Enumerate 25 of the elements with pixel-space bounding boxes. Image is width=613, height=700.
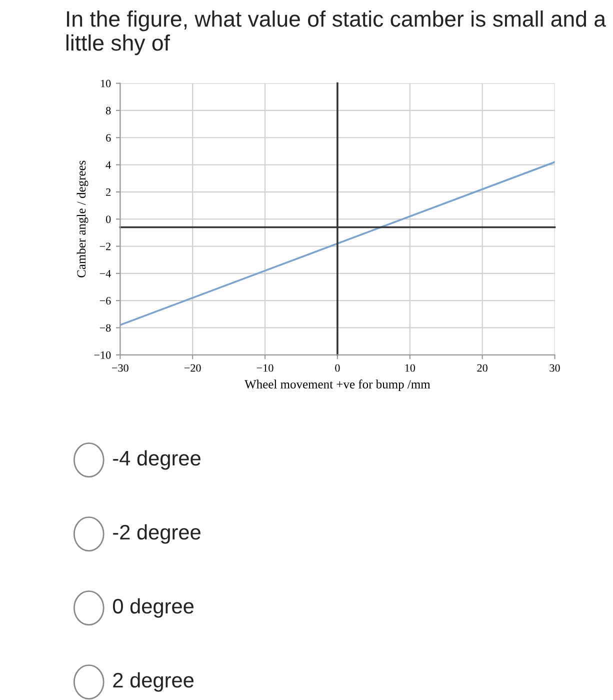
x-tick-label: −30	[112, 364, 128, 372]
x-tick-label: 0	[335, 364, 340, 372]
y-tick-label: 4	[106, 161, 111, 169]
y-tick-label: −8	[100, 324, 111, 332]
text: 2 degree	[113, 672, 194, 692]
y-tick-label: −4	[100, 270, 111, 278]
y-tick-label: −6	[100, 297, 111, 305]
y-tick-label: −10	[94, 351, 111, 359]
text: -2 degree	[113, 524, 200, 544]
x-axis-title: Wheel movement +ve for bump /mm	[244, 380, 430, 392]
y-tick-label: 6	[106, 134, 111, 142]
y-tick-label: 8	[106, 106, 111, 114]
x-tick-label: 20	[477, 364, 488, 372]
y-tick-label: −2	[100, 242, 111, 250]
x-tick-label: −20	[184, 364, 201, 372]
text: 0 degree	[112, 598, 194, 618]
x-tick-label: 10	[405, 364, 416, 372]
y-axis-title: Camber angle / degrees	[76, 160, 88, 278]
chart-title: In the figure, what value of static camber is small and a little shy of	[66, 10, 606, 56]
text: -4 degree	[113, 450, 200, 470]
y-tick-label: 2	[106, 188, 111, 196]
y-tick-label: 10	[100, 80, 111, 88]
y-tick-label: 0	[106, 216, 111, 224]
x-tick-label: 30	[550, 364, 560, 372]
x-tick-label: −10	[256, 364, 274, 372]
